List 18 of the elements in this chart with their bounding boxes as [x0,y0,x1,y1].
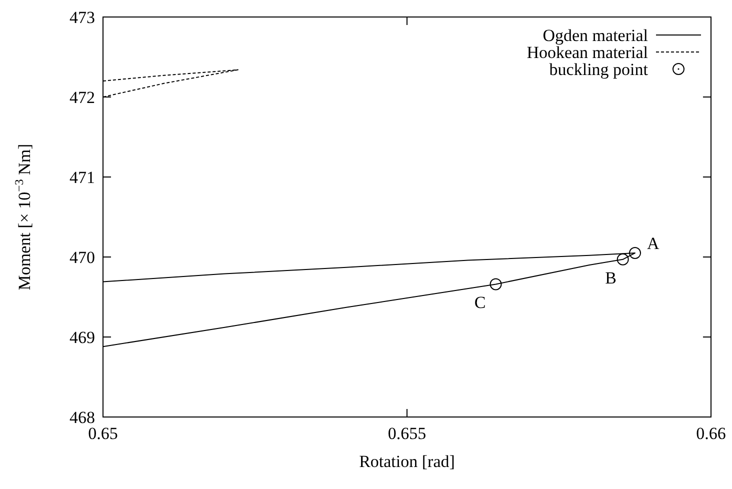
y-tick-label: 471 [70,168,95,187]
y-tick-label: 473 [70,8,95,27]
annotation: B [605,268,617,288]
point [629,247,641,259]
y-tick-label: 472 [70,88,95,107]
legend-label: Ogden material [542,26,648,45]
legend-label: buckling point [549,60,648,79]
x-tick-label: 0.66 [696,424,726,443]
x-axis-title: Rotation [rad] [359,452,455,471]
x-tick-label: 0.65 [88,424,118,443]
annotation: C [474,293,486,312]
annotation: A [647,234,660,253]
point [616,253,629,266]
y-tick-label: 469 [70,328,95,347]
y-tick-label: 468 [70,408,95,427]
point [490,278,502,290]
y-tick-label: 470 [70,248,95,267]
x-tick-label: 0.655 [388,424,426,443]
